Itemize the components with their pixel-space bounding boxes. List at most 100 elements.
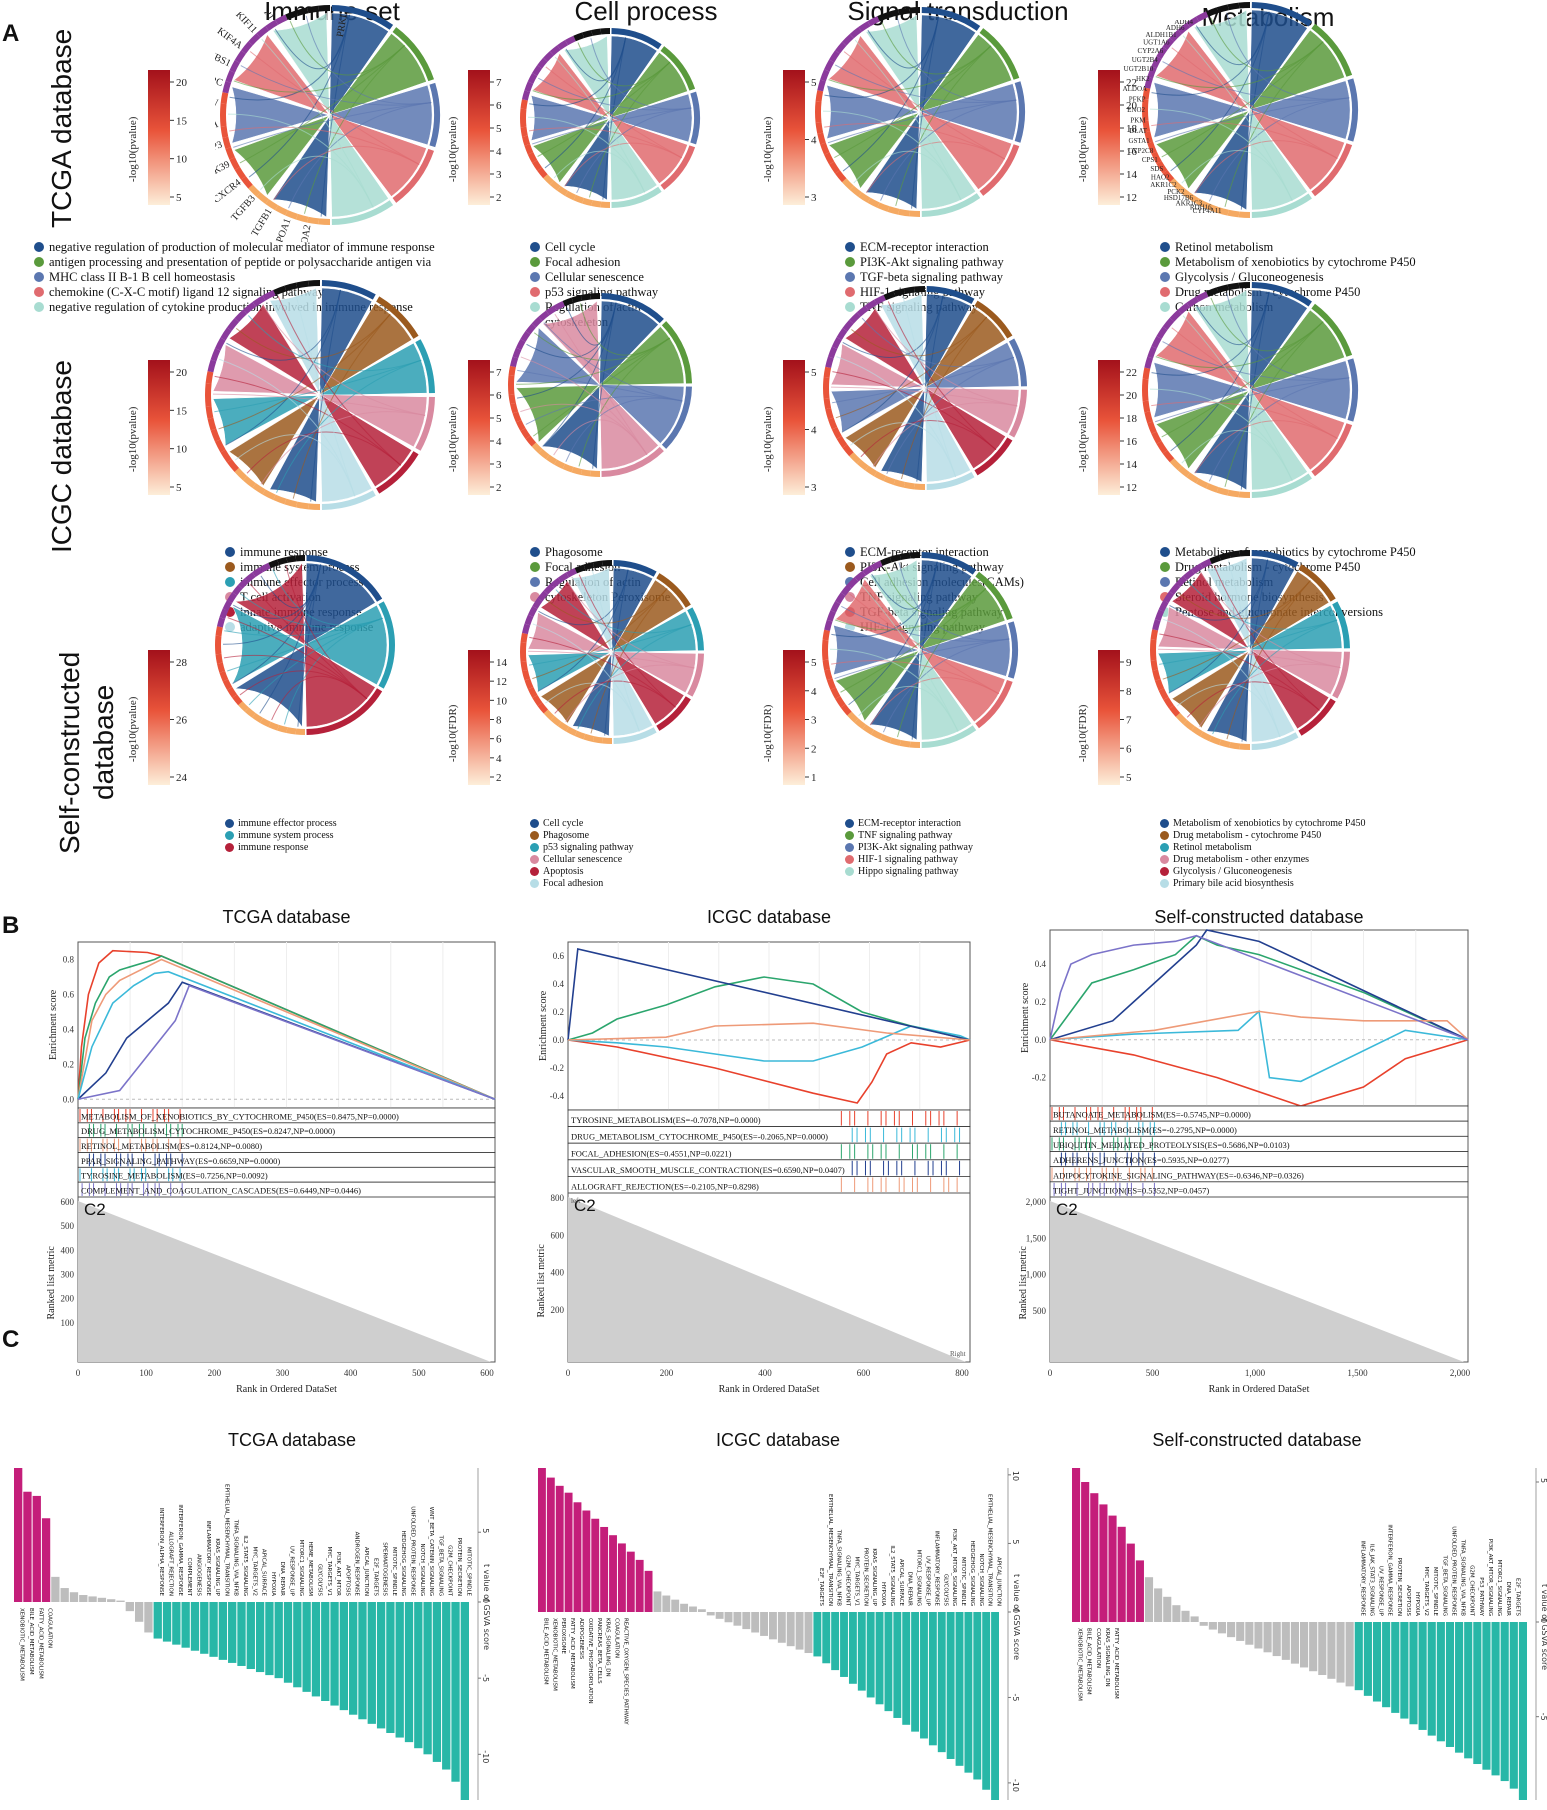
gsva-bar (32, 1495, 41, 1602)
gene-sector (225, 70, 235, 83)
gsva-bar (1436, 1622, 1445, 1742)
pathway-sector (921, 193, 981, 217)
chord-line (564, 142, 682, 187)
gene-sector (543, 174, 554, 185)
gsea-title: Self-constructed database (1154, 907, 1364, 927)
gsva-label-neg: MTORC1_SIGNALING (1496, 1560, 1502, 1616)
gene-sector (521, 90, 531, 101)
gene-sector (256, 26, 269, 38)
legend-item: Retinol metabolism (1160, 842, 1365, 854)
gene-sector (1163, 591, 1174, 603)
gsva-bar (1090, 1493, 1099, 1622)
gene-sector (1209, 735, 1221, 746)
legend-dot (1160, 272, 1170, 282)
gsva-bar (293, 1602, 302, 1688)
gene-sector (226, 318, 239, 331)
colorbar-tick-label: 9 (1126, 657, 1132, 669)
chord-line (528, 127, 682, 159)
gene-sector (256, 192, 269, 204)
gsva-label-neg: KRAS_SIGNALING_UP (214, 1538, 220, 1596)
gsva-bar (1336, 1622, 1345, 1683)
gene-sector (510, 402, 519, 414)
gene-sector (1229, 550, 1241, 559)
colorbar-tick-label: 4 (811, 425, 817, 437)
chord-line (588, 61, 671, 198)
chord-line (887, 301, 997, 451)
pathway-sector (661, 386, 692, 449)
chord-line (834, 638, 1010, 680)
gene-sector (1144, 356, 1153, 369)
colorbar-tick-label: 6 (496, 100, 502, 112)
chord-line (896, 17, 1017, 102)
gene-sector (524, 143, 534, 155)
gene-sector (265, 199, 278, 211)
gsva-label-neg: EPITHELIAL_MESENCHYMAL_TRANSITION (987, 1494, 993, 1606)
gene-sector (520, 428, 531, 440)
gsva-bar (1455, 1622, 1464, 1753)
gene-sector (296, 280, 309, 289)
gene-sector (590, 293, 600, 300)
gsva-bar (680, 1603, 689, 1612)
chord-line (874, 308, 1018, 407)
gsva-tick-label: 5 (1011, 1539, 1020, 1544)
colorbar-title: -log10(pvalue) (1077, 406, 1089, 472)
gene-sector (591, 200, 602, 208)
gene-sector (1147, 66, 1157, 79)
colorbar-8: 28 26 24 -log10(pvalue) (127, 650, 188, 785)
gene-sector (573, 32, 585, 42)
gene-sector (260, 717, 271, 728)
chord-line (859, 582, 959, 732)
legend-dot (1160, 242, 1170, 252)
gsva-tick-label: -10 (481, 1750, 490, 1763)
gene-sector (222, 136, 232, 149)
chord-line (1226, 292, 1350, 380)
gene-label: DLAT (1129, 127, 1148, 135)
gene-sector (545, 305, 557, 316)
gsva-bar (97, 1597, 107, 1602)
gsva-label-pos: PANCREAS_BETA_CELLS (596, 1618, 602, 1684)
chord-diagram-3 (1142, 2, 1358, 218)
gsva-label-pos: BILE_ACID_METABOLISM (1086, 1628, 1092, 1695)
chord-ribbon (272, 12, 389, 218)
chord-diagram-0 (220, 5, 440, 225)
chord-line (840, 588, 987, 693)
legend-item: Primary bile acid biosynthesis (1160, 878, 1365, 890)
gene-sector (220, 449, 232, 463)
colorbar-tick-label: 22 (1126, 367, 1137, 379)
gene-sector (307, 216, 320, 225)
legend-dot (845, 547, 855, 557)
chord-line (565, 397, 683, 462)
gsva-label-neg: MYC_TARGETS_V1 (853, 1556, 859, 1606)
chord-line (227, 113, 374, 208)
gene-sector (858, 21, 871, 32)
legend-dot (1160, 607, 1170, 617)
gsva-bar (1217, 1622, 1227, 1634)
pathway-sector (376, 451, 419, 494)
legend-dot (225, 622, 235, 632)
colorbar-gradient (1098, 70, 1120, 205)
legend-dot (1160, 831, 1169, 840)
chord-line (226, 289, 341, 361)
gsva-label-neg: UNFOLDED_PROTEIN_RESPONSE (410, 1506, 416, 1596)
legend-label: ECM-receptor interaction (860, 545, 989, 559)
gene-labels-immune: APOA2APOA1TGFB1TGFB3CXCR4STK39TNFAIP3HIF… (215, 12, 351, 242)
gsva-bar (1345, 1622, 1354, 1687)
colorbar-tick-label: 5 (1126, 772, 1132, 784)
gsva-bar (349, 1602, 358, 1715)
chord-line (294, 290, 356, 497)
chord-ribbon (1193, 9, 1308, 211)
legend-label: TNF signaling pathway (858, 830, 953, 841)
legend-dot (530, 242, 540, 252)
gene-sector (296, 7, 309, 17)
legend-item: Focal adhesion (530, 255, 658, 270)
gsva-bar (1500, 1622, 1509, 1782)
legend-dot (530, 819, 539, 828)
gene-sector (1151, 431, 1162, 444)
colorbar-gradient (468, 360, 490, 495)
gsva-bar (134, 1602, 144, 1622)
chord-line (305, 15, 432, 105)
gsva-bar (265, 1602, 274, 1676)
gsva-bar (367, 1602, 376, 1724)
chord-line (1210, 297, 1324, 352)
